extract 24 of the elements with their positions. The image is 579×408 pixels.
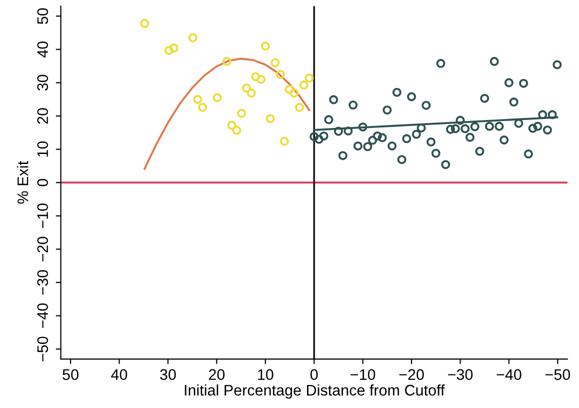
y-tick-label: −30: [37, 270, 48, 295]
y-tick-label: 30: [37, 74, 48, 91]
x-tick-label: 0: [310, 369, 318, 380]
y-tick-label: 50: [37, 8, 48, 24]
x-tick-label: 20: [208, 369, 225, 380]
x-tick-label: −40: [496, 369, 522, 380]
y-tick-label: −20: [37, 236, 48, 262]
y-tick-label: 10: [37, 141, 48, 157]
y-axis-title: % Exit: [17, 161, 28, 204]
y-tick-label: −50: [37, 336, 48, 362]
y-tick-label: −40: [37, 303, 48, 328]
x-tick-label: 40: [111, 369, 128, 380]
x-axis-title: Initial Percentage Distance from Cutoff: [184, 384, 445, 399]
x-tick-label: −10: [350, 369, 376, 380]
y-tick-label: 0: [37, 178, 48, 186]
x-tick-label: −20: [399, 369, 424, 380]
x-tick-label: 30: [160, 369, 176, 380]
y-tick-label: 40: [37, 42, 48, 58]
y-tick-label: 20: [37, 108, 48, 124]
y-tick-label: −10: [37, 204, 48, 228]
x-tick-label: 50: [62, 369, 78, 380]
x-tick-label: 10: [258, 369, 274, 380]
x-tick-label: −50: [545, 369, 570, 380]
x-tick-label: −30: [448, 369, 473, 380]
